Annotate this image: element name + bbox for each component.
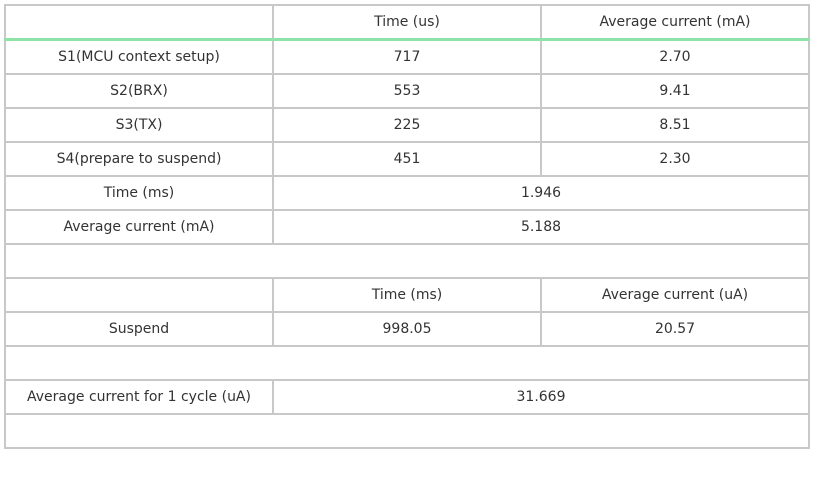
suspend-header-row: Time (ms) Average current (uA) (4, 277, 810, 313)
suspend-header-empty (4, 277, 274, 313)
state-current-cell: 9.41 (540, 73, 810, 109)
suspend-header-time: Time (ms) (272, 277, 542, 313)
cycle-value: 31.669 (272, 379, 810, 415)
header-cell-current: Average current (mA) (540, 4, 810, 41)
power-consumption-table: Time (us) Average current (mA) S1(MCU co… (4, 4, 810, 449)
active-current-value: 5.188 (272, 209, 810, 245)
spacer-row (4, 413, 810, 449)
active-time-row: Time (ms) 1.946 (4, 175, 810, 211)
spacer-cell (4, 345, 810, 381)
spacer-row (4, 243, 810, 279)
state-name-cell: S1(MCU context setup) (4, 38, 274, 75)
active-current-row: Average current (mA) 5.188 (4, 209, 810, 245)
header-cell-time: Time (us) (272, 4, 542, 41)
table-row: S3(TX) 225 8.51 (4, 107, 810, 143)
state-name-cell: S4(prepare to suspend) (4, 141, 274, 177)
state-name-cell: S3(TX) (4, 107, 274, 143)
suspend-name-cell: Suspend (4, 311, 274, 347)
state-time-cell: 225 (272, 107, 542, 143)
suspend-row: Suspend 998.05 20.57 (4, 311, 810, 347)
state-current-cell: 2.70 (540, 38, 810, 75)
table-row: S4(prepare to suspend) 451 2.30 (4, 141, 810, 177)
state-time-cell: 451 (272, 141, 542, 177)
state-name-cell: S2(BRX) (4, 73, 274, 109)
cycle-label: Average current for 1 cycle (uA) (4, 379, 274, 415)
table-row: S1(MCU context setup) 717 2.70 (4, 38, 810, 75)
spacer-cell (4, 413, 810, 449)
active-time-value: 1.946 (272, 175, 810, 211)
suspend-header-current: Average current (uA) (540, 277, 810, 313)
state-time-cell: 717 (272, 38, 542, 75)
state-time-cell: 553 (272, 73, 542, 109)
state-current-cell: 2.30 (540, 141, 810, 177)
state-current-cell: 8.51 (540, 107, 810, 143)
table-header-row: Time (us) Average current (mA) (4, 4, 810, 41)
power-table-container: Time (us) Average current (mA) S1(MCU co… (4, 4, 810, 449)
suspend-time-cell: 998.05 (272, 311, 542, 347)
spacer-row (4, 345, 810, 381)
spacer-cell (4, 243, 810, 279)
cycle-row: Average current for 1 cycle (uA) 31.669 (4, 379, 810, 415)
suspend-current-cell: 20.57 (540, 311, 810, 347)
header-cell-empty (4, 4, 274, 41)
table-row: S2(BRX) 553 9.41 (4, 73, 810, 109)
active-current-label: Average current (mA) (4, 209, 274, 245)
active-time-label: Time (ms) (4, 175, 274, 211)
